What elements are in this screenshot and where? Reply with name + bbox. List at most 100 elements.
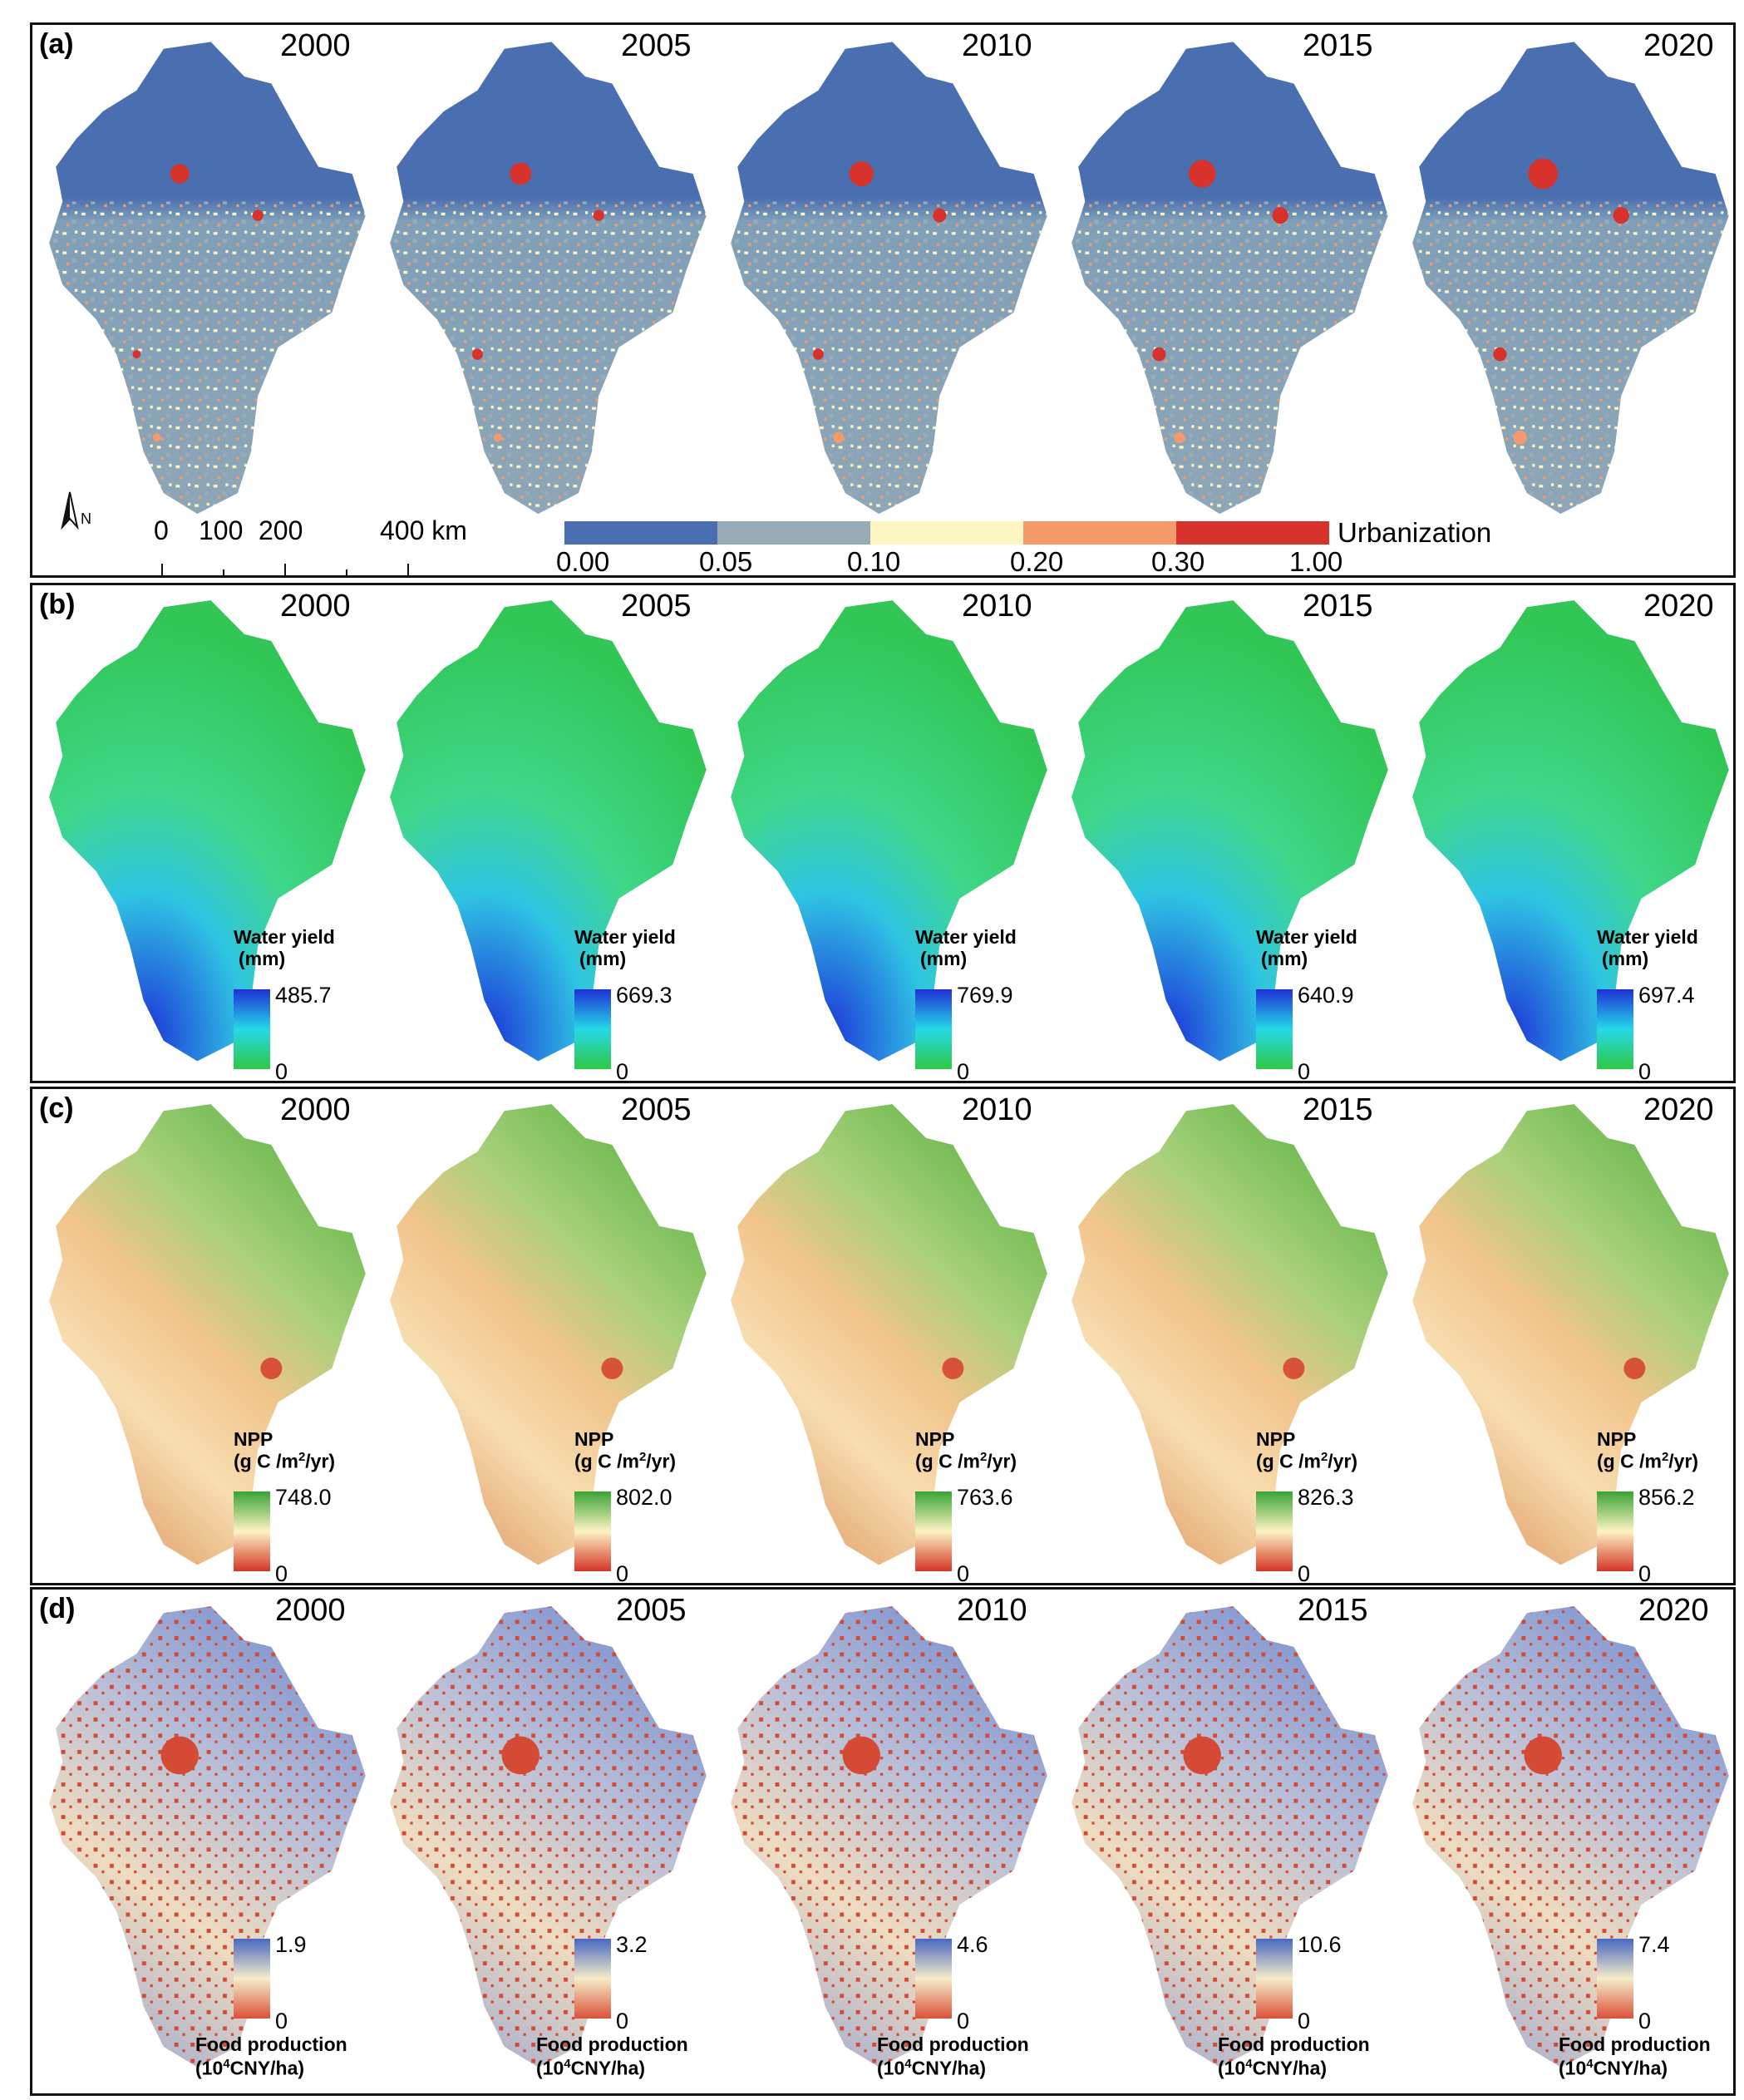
map-2005 [390,1606,707,2068]
legend-min: 0 [616,1059,629,1084]
map-2000 [49,1104,366,1565]
legend-title: Water yield [234,926,335,948]
legend-title: Food production [1559,2033,1711,2055]
legend-min: 0 [957,2009,970,2033]
year-label: 2015 [1298,1593,1368,1628]
color-ramp [1597,989,1633,1069]
color-ramp [915,989,952,1069]
map-2005 [390,42,707,515]
legend-title: Water yield [1256,926,1357,948]
legend-title: Food production [877,2033,1029,2055]
legend-max: 485.7 [275,983,332,1008]
legend-unit: (g C /m2/yr) [574,1450,677,1472]
legend-max: 640.9 [1298,983,1354,1008]
north-arrow-icon [61,491,79,530]
scale-label: 0 [154,515,169,545]
legend-class-3 [870,521,1023,545]
maps-d [49,1606,1729,2068]
legend-max: 3.2 [616,1932,648,1957]
maps-c [49,1104,1729,1565]
map-2010 [731,1606,1047,2068]
legend-title: Water yield [574,926,676,948]
map-2015 [1072,1104,1388,1565]
legend-max: 1.9 [275,1932,307,1957]
year-label: 2005 [621,1092,692,1127]
map-2005 [390,1104,707,1565]
legend-min: 0 [1638,1059,1652,1084]
scale-label: 100 [199,515,244,545]
legend-break: 0.30 [1151,546,1205,577]
color-ramp [1597,1939,1633,2019]
legend-unit: (g C /m2/yr) [1597,1450,1699,1472]
year-label: 2005 [616,1593,687,1628]
maps-a [49,42,1729,575]
legend-min: 0 [957,1059,970,1084]
legend-min: 0 [616,1561,629,1586]
year-label: 2000 [280,1092,351,1127]
legend-break: 0.05 [699,546,753,577]
year-label: 2010 [957,1593,1027,1628]
legend-min: 0 [1298,2009,1311,2033]
legend-class-4 [1023,521,1176,545]
legend-title: NPP [915,1428,955,1450]
color-ramp [915,1939,952,2019]
map-2000 [49,42,366,515]
legend-title: Food production [1218,2033,1370,2055]
color-ramp [234,989,270,1069]
legend-max: 4.6 [957,1932,988,1957]
year-label: 2020 [1643,589,1714,624]
legend-max: 669.3 [616,983,672,1008]
map-2000 [49,1606,366,2068]
legend-title: NPP [1597,1428,1637,1450]
map-2020 [1412,1606,1729,2068]
legend-min: 0 [1638,1561,1652,1586]
legend-max: 7.4 [1638,1932,1670,1957]
legend-break: 1.00 [1289,546,1343,577]
year-label: 2000 [280,589,351,624]
legend-unit: (g C /m2/yr) [234,1450,336,1472]
color-ramp [1256,989,1293,1069]
panel-d: (d) 2000 2005 2010 2015 2020 1.9 0 Food … [30,1587,1736,2096]
year-label: 2015 [1303,589,1373,624]
color-ramp [234,1491,270,1571]
legend-break: 0.10 [847,546,901,577]
legend-unit: (mm) [920,948,968,969]
legend-max: 826.3 [1298,1485,1354,1510]
scale-label: 200 [259,515,303,545]
panel-label-a: (a) [39,28,74,60]
legend-min: 0 [1638,2009,1652,2033]
year-label: 2005 [621,589,692,624]
legend-min: 0 [1298,1059,1311,1084]
legend-max: 10.6 [1298,1932,1342,1957]
north-label: N [81,510,91,527]
legend-unit: (104CNY/ha) [1218,2057,1328,2079]
legend-unit: (g C /m2/yr) [915,1450,1017,1472]
panel-a: (a) 2000 2005 2010 2015 2020 [30,22,1736,578]
legend-title: Water yield [1597,926,1698,948]
year-label: 2010 [962,589,1032,624]
panel-label-d: (d) [39,1593,76,1624]
legend-title: Water yield [915,926,1017,948]
legend-min: 0 [275,1059,288,1084]
legend-unit: (g C /m2/yr) [1256,1450,1358,1472]
legend-min: 0 [957,1561,970,1586]
legend-max: 748.0 [275,1485,332,1510]
map-2010 [731,1104,1047,1565]
legend-title: Urbanization [1338,517,1492,548]
legend-unit: (104CNY/ha) [195,2057,305,2079]
year-label: 2020 [1643,28,1714,63]
legend-title: Food production [195,2033,347,2055]
year-label: 2020 [1638,1593,1709,1628]
map-2010 [731,42,1047,515]
color-ramp [234,1939,270,2019]
legend-max: 856.2 [1638,1485,1695,1510]
color-ramp [574,1939,611,2019]
color-ramp [1597,1491,1633,1571]
legend-unit: (mm) [1261,948,1308,969]
scale-label: 400 km [380,515,467,545]
color-ramp [574,1491,611,1571]
panel-c: (c) 2000 2005 2010 2015 2020 NPP (g C /m… [30,1087,1736,1586]
color-ramp [1256,1491,1293,1571]
legend-max: 763.6 [957,1485,1013,1510]
legend-min: 0 [616,2009,629,2033]
